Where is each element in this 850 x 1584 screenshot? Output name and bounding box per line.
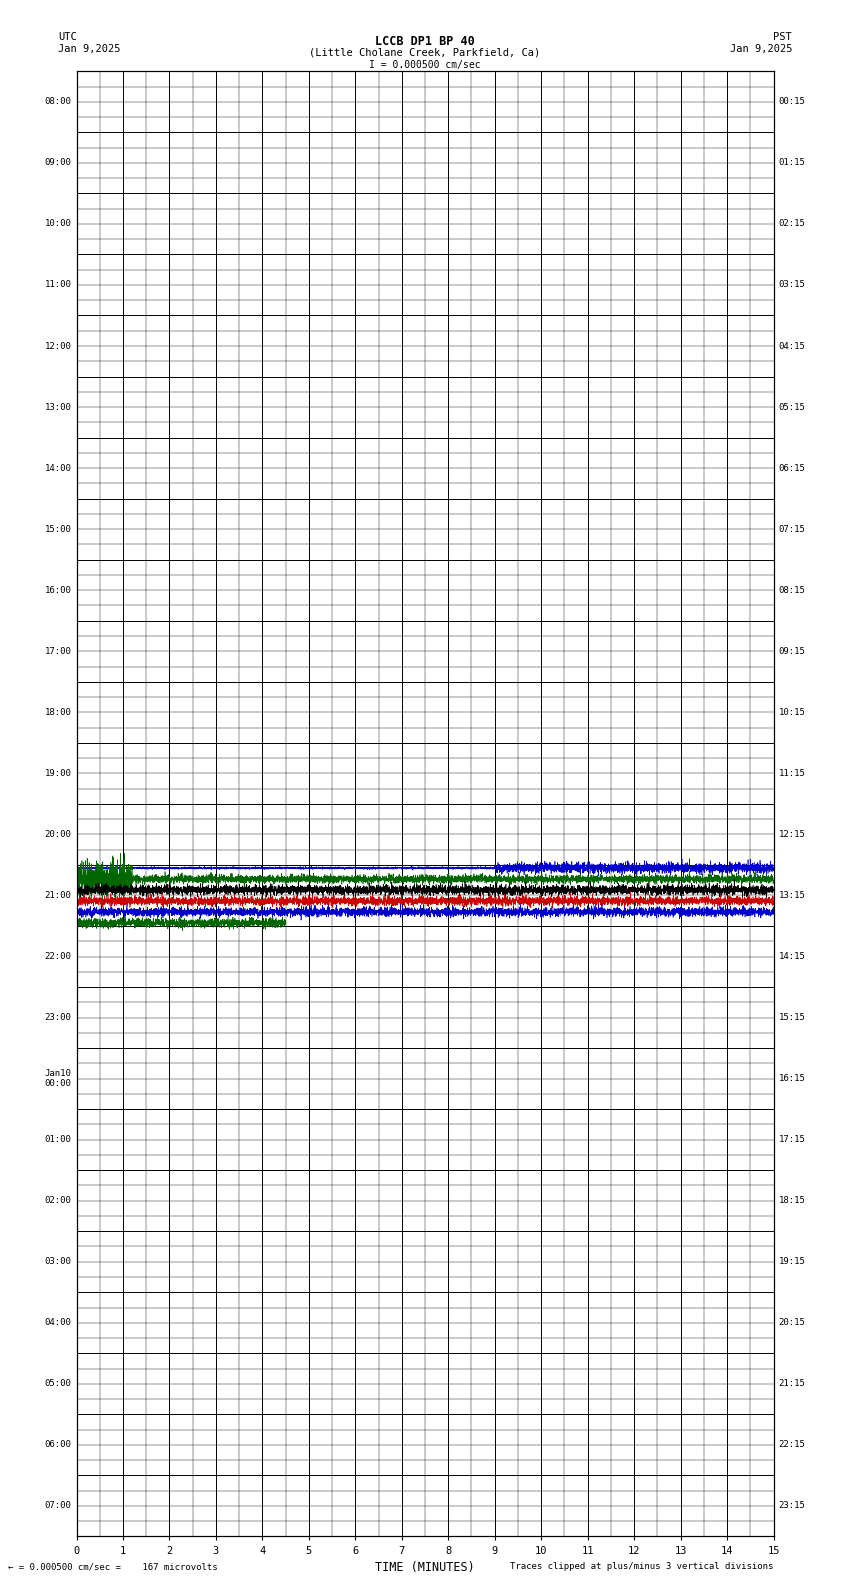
Text: PST: PST — [774, 32, 792, 41]
Text: (Little Cholane Creek, Parkfield, Ca): (Little Cholane Creek, Parkfield, Ca) — [309, 48, 541, 57]
Text: I = 0.000500 cm/sec: I = 0.000500 cm/sec — [369, 60, 481, 70]
Text: Traces clipped at plus/minus 3 vertical divisions: Traces clipped at plus/minus 3 vertical … — [510, 1562, 774, 1571]
Text: Jan 9,2025: Jan 9,2025 — [58, 44, 121, 54]
Text: ← = 0.000500 cm/sec =    167 microvolts: ← = 0.000500 cm/sec = 167 microvolts — [8, 1562, 218, 1571]
Text: LCCB DP1 BP 40: LCCB DP1 BP 40 — [375, 35, 475, 48]
Text: UTC: UTC — [58, 32, 76, 41]
Text: Jan 9,2025: Jan 9,2025 — [729, 44, 792, 54]
X-axis label: TIME (MINUTES): TIME (MINUTES) — [375, 1562, 475, 1574]
